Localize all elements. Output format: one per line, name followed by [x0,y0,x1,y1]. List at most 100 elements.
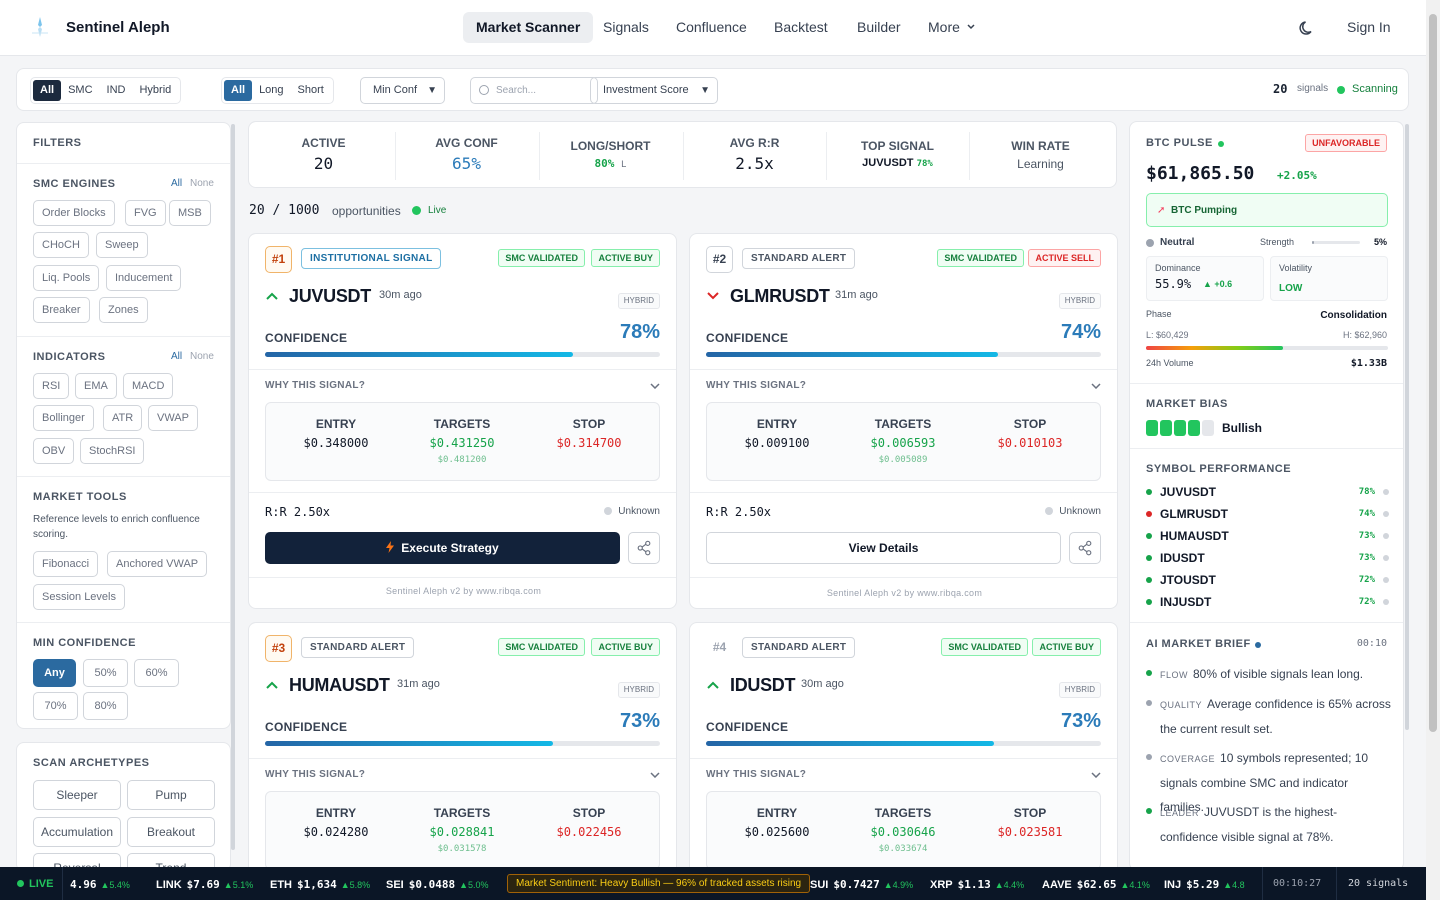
ticker-item[interactable]: SEI $0.0488 ▲5.0% [386,878,489,891]
chip-fibonacci[interactable]: Fibonacci [33,551,99,577]
ind-select-all[interactable]: All [171,351,183,362]
ind-select-none[interactable]: None [190,351,214,362]
app-name[interactable]: Sentinel Aleph [66,19,170,36]
chevron-down-icon[interactable] [650,772,660,778]
symbol-performance-row[interactable]: IDUSDT 73% [1146,550,1389,568]
nav-builder[interactable]: Builder [857,19,901,35]
symbol-performance-row[interactable]: GLMRUSDT 74% [1146,506,1389,524]
chip-session-levels[interactable]: Session Levels [33,584,125,610]
signal-card[interactable]: #4 STANDARD ALERT SMC VALIDATED ACTIVE B… [689,622,1118,882]
chip-fvg[interactable]: FVG [125,200,166,226]
engine-smc[interactable]: SMC [68,84,93,96]
symbol-performance-row[interactable]: HUMAUSDT 73% [1146,528,1389,546]
chip-bollinger[interactable]: Bollinger [33,405,94,431]
card-symbol[interactable]: IDUSDT [730,675,796,695]
min-conf-50[interactable]: 50% [83,659,128,687]
direction-long[interactable]: Long [259,84,284,96]
card-symbol[interactable]: JUVUSDT [289,286,371,306]
symbol-performance-row[interactable]: JTOUSDT 72% [1146,572,1389,590]
chip-rsi[interactable]: RSI [33,373,70,399]
chip-zones[interactable]: Zones [99,297,148,323]
why-signal-toggle[interactable]: WHY THIS SIGNAL? [706,380,807,391]
chip-breaker[interactable]: Breaker [33,297,90,323]
direction-all[interactable]: All [224,80,253,101]
signal-card[interactable]: #1 INSTITUTIONAL SIGNAL SMC VALIDATED AC… [248,233,677,609]
chip-obv[interactable]: OBV [33,438,75,464]
chip-liq-pools[interactable]: Liq. Pools [33,265,100,291]
chip-ema[interactable]: EMA [75,373,117,399]
share-icon[interactable] [628,532,660,564]
why-signal-toggle[interactable]: WHY THIS SIGNAL? [265,380,366,391]
nav-signals[interactable]: Signals [603,19,649,35]
symbol-performance-row[interactable]: INJUSDT 72% [1146,594,1389,612]
smc-select-all[interactable]: All [171,178,183,189]
chip-inducement[interactable]: Inducement [106,265,182,291]
btc-pumping-banner: ➚ BTC Pumping [1146,193,1388,227]
stat-active-value: 20 [313,154,334,173]
ticker-item[interactable]: 4.96 ▲5.4% [70,878,130,891]
ticker-item[interactable]: ETH $1,634 ▲5.8% [270,878,370,891]
signal-card[interactable]: #2 STANDARD ALERT SMC VALIDATED ACTIVE S… [689,233,1118,609]
archetype-pump[interactable]: Pump [127,780,215,810]
ticker-item[interactable]: XRP $1.13 ▲4.4% [930,878,1024,891]
archetype-sleeper[interactable]: Sleeper [33,780,121,810]
view-details-button[interactable]: View Details [706,532,1061,564]
min-conf-any[interactable]: Any [33,659,76,687]
share-icon[interactable] [1069,532,1101,564]
chip-order-blocks[interactable]: Order Blocks [33,200,115,226]
chip-macd[interactable]: MACD [123,373,174,399]
nav-backtest[interactable]: Backtest [774,19,828,35]
chevron-down-icon[interactable] [1091,772,1101,778]
engine-all[interactable]: All [33,80,62,101]
ticker-item[interactable]: INJ $5.29 ▲4.8 [1164,878,1262,891]
nav-more[interactable]: More [915,12,990,43]
filters-scrollbar[interactable] [231,124,235,850]
card-symbol[interactable]: GLMRUSDT [730,286,830,306]
ticker-symbol: LINK [156,879,182,891]
min-conf-70[interactable]: 70% [33,692,78,720]
chevron-down-icon[interactable] [1091,383,1101,389]
signal-card[interactable]: #3 STANDARD ALERT SMC VALIDATED ACTIVE B… [248,622,677,882]
smc-select-none[interactable]: None [190,178,214,189]
sign-in-link[interactable]: Sign In [1347,19,1391,35]
page-scrollbar[interactable] [1426,0,1440,900]
chip-sweep[interactable]: Sweep [96,232,148,258]
ticker-item[interactable]: LINK $7.69 ▲5.1% [156,878,253,891]
stat-top-signal-symbol[interactable]: JUVUSDT [862,157,914,169]
why-signal-toggle[interactable]: WHY THIS SIGNAL? [706,769,807,780]
sort-select[interactable]: Investment Score ▼ [590,77,718,104]
archetype-trend[interactable]: Trend [127,853,215,871]
ticker-item[interactable]: SUI $0.7427 ▲4.9% [810,878,913,891]
min-conf-60[interactable]: 60% [134,659,179,687]
chip-anchored-vwap[interactable]: Anchored VWAP [107,551,208,577]
min-conf-select[interactable]: Min Conf ▼ [360,77,445,104]
stop-label: STOP [1013,806,1047,820]
archetype-reversal[interactable]: Reversal [33,853,121,871]
nav-confluence[interactable]: Confluence [676,19,747,35]
chip-stochrsi[interactable]: StochRSI [80,438,145,464]
why-signal-toggle[interactable]: WHY THIS SIGNAL? [265,769,366,780]
strength-label: Strength [1260,237,1295,247]
archetype-breakout[interactable]: Breakout [127,817,215,847]
ticker-item[interactable]: AAVE $62.65 ▲4.1% [1042,878,1150,891]
execute-strategy-button[interactable]: Execute Strategy [265,532,620,564]
nav-market-scanner[interactable]: Market Scanner [463,12,594,43]
chip-choch[interactable]: CHoCH [33,232,89,258]
chevron-down-icon[interactable] [650,383,660,389]
card-symbol[interactable]: HUMAUSDT [289,675,390,695]
chip-vwap[interactable]: VWAP [148,405,198,431]
moon-icon[interactable] [1298,19,1316,37]
chip-atr[interactable]: ATR [103,405,143,431]
engine-ind[interactable]: IND [106,84,126,96]
direction-short[interactable]: Short [297,84,324,96]
btc-price: $61,865.50 [1146,163,1255,184]
min-conf-80[interactable]: 80% [83,692,128,720]
page-scrollbar-thumb[interactable] [1429,14,1437,732]
archetype-accumulation[interactable]: Accumulation [33,817,121,847]
search-input[interactable]: Search... [470,77,598,104]
symbol-performance-row[interactable]: JUVUSDT 78% [1146,484,1389,502]
sidebar-scrollbar[interactable] [1405,124,1409,730]
engine-hybrid[interactable]: Hybrid [139,84,172,96]
stop-value: $0.010103 [997,436,1063,450]
chip-msb[interactable]: MSB [169,200,211,226]
